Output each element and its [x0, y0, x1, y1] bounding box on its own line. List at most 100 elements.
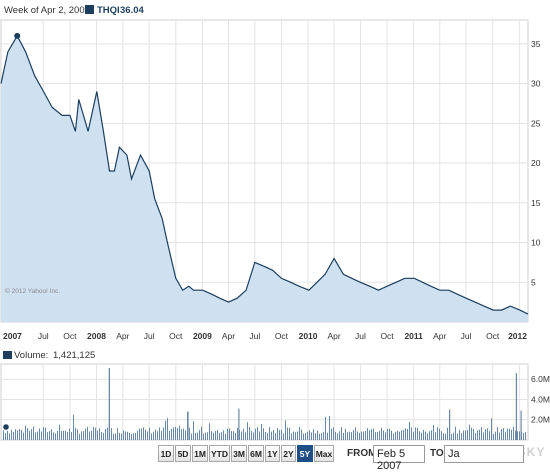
to-date-input[interactable]: Ja [444, 445, 524, 463]
range-button-2y[interactable]: 2Y [281, 445, 296, 462]
volume-bar [381, 427, 382, 440]
peak-marker[interactable] [14, 32, 21, 39]
volume-bar [271, 431, 272, 440]
from-label: FROM: [347, 448, 380, 459]
range-button-5y[interactable]: 5Y [297, 445, 313, 462]
volume-bar [433, 425, 434, 440]
volume-bar [45, 427, 46, 440]
header-date: Week of Apr 2, 2007: [4, 5, 93, 16]
volume-bar [211, 431, 212, 440]
volume-bar [249, 427, 250, 440]
volume-bar [457, 433, 458, 440]
volume-bar [75, 427, 76, 440]
range-button-max[interactable]: Max [314, 445, 334, 462]
range-button-6m[interactable]: 6M [248, 445, 264, 462]
volume-bar [395, 431, 396, 440]
volume-bar [131, 433, 132, 440]
volume-bar [251, 430, 252, 440]
volume-bar [165, 420, 166, 440]
volume-bar [507, 428, 508, 440]
volume-bar [489, 431, 490, 440]
volume-bar [311, 432, 312, 440]
volume-bar [315, 433, 316, 440]
x-axis-label: 2008 [87, 331, 106, 341]
volume-bar [327, 432, 328, 440]
volume-bar [173, 427, 174, 440]
volume-bar [419, 431, 420, 440]
range-button-1m[interactable]: 1M [192, 445, 208, 462]
volume-value: 1,421,125 [53, 350, 95, 361]
volume-bar [321, 433, 322, 440]
range-button-1d[interactable]: 1D [158, 445, 174, 462]
volume-bar [437, 427, 438, 440]
volume-bar [225, 433, 226, 440]
volume-bar [259, 431, 260, 440]
volume-spike-bar [238, 408, 240, 440]
volume-bar [133, 433, 134, 440]
range-button-3m[interactable]: 3M [231, 445, 247, 462]
volume-bar [185, 430, 186, 440]
volume-bar [295, 432, 296, 440]
volume-bar [227, 428, 228, 440]
volume-bar [223, 430, 224, 440]
volume-bar [61, 430, 62, 440]
volume-bar [77, 429, 78, 440]
volume-bar [121, 433, 122, 440]
volume-bar [217, 429, 218, 440]
range-button-1y[interactable]: 1Y [265, 445, 280, 462]
volume-bar [177, 428, 178, 440]
volume-bar [161, 430, 162, 440]
volume-bar [195, 432, 196, 440]
volume-bar [51, 429, 52, 440]
volume-bar [375, 432, 376, 440]
x-axis-label: Jul [461, 331, 472, 341]
range-button-5d[interactable]: 5D [175, 445, 191, 462]
volume-bar [511, 429, 512, 440]
volume-bar [281, 429, 282, 440]
price-y-tick-label: 20 [531, 158, 541, 168]
volume-bar [181, 429, 182, 440]
x-axis-label: Oct [169, 331, 183, 341]
volume-marker[interactable] [3, 424, 9, 430]
volume-bar [95, 427, 96, 440]
volume-bar [283, 433, 284, 440]
volume-bar [503, 428, 504, 440]
volume-bar [393, 433, 394, 440]
volume-bar [103, 432, 104, 440]
volume-bar [465, 430, 466, 440]
volume-bar [357, 431, 358, 440]
volume-bar [175, 426, 176, 440]
x-axis-label: Apr [222, 331, 235, 341]
volume-bar [81, 431, 82, 440]
volume-bar [461, 433, 462, 440]
x-axis-label: 2010 [299, 331, 318, 341]
volume-bar [333, 427, 334, 440]
volume-bar [43, 427, 44, 440]
volume-bar [163, 427, 164, 440]
volume-bar [345, 428, 346, 440]
volume-bar [21, 429, 22, 440]
x-axis-label: Oct [63, 331, 77, 341]
volume-bar [5, 433, 6, 440]
volume-bar [207, 432, 208, 440]
volume-bar [505, 431, 506, 440]
volume-bar [107, 427, 108, 440]
volume-bar [159, 427, 160, 440]
from-date-input[interactable]: Feb 5 2007 [373, 445, 425, 472]
volume-bar [423, 429, 424, 440]
legend-swatch [85, 5, 94, 14]
volume-spike-bar [449, 409, 451, 440]
volume-bar [517, 431, 518, 440]
volume-bar [399, 431, 400, 440]
volume-bar [15, 429, 16, 440]
price-area-fill [1, 35, 528, 323]
volume-bar [385, 432, 386, 440]
volume-bar [215, 430, 216, 440]
volume-bar [415, 427, 416, 440]
volume-bar [83, 431, 84, 440]
range-button-ytd[interactable]: YTD [209, 445, 230, 462]
x-axis-label: Apr [327, 331, 340, 341]
volume-bar [197, 432, 198, 440]
volume-bar [285, 420, 286, 440]
